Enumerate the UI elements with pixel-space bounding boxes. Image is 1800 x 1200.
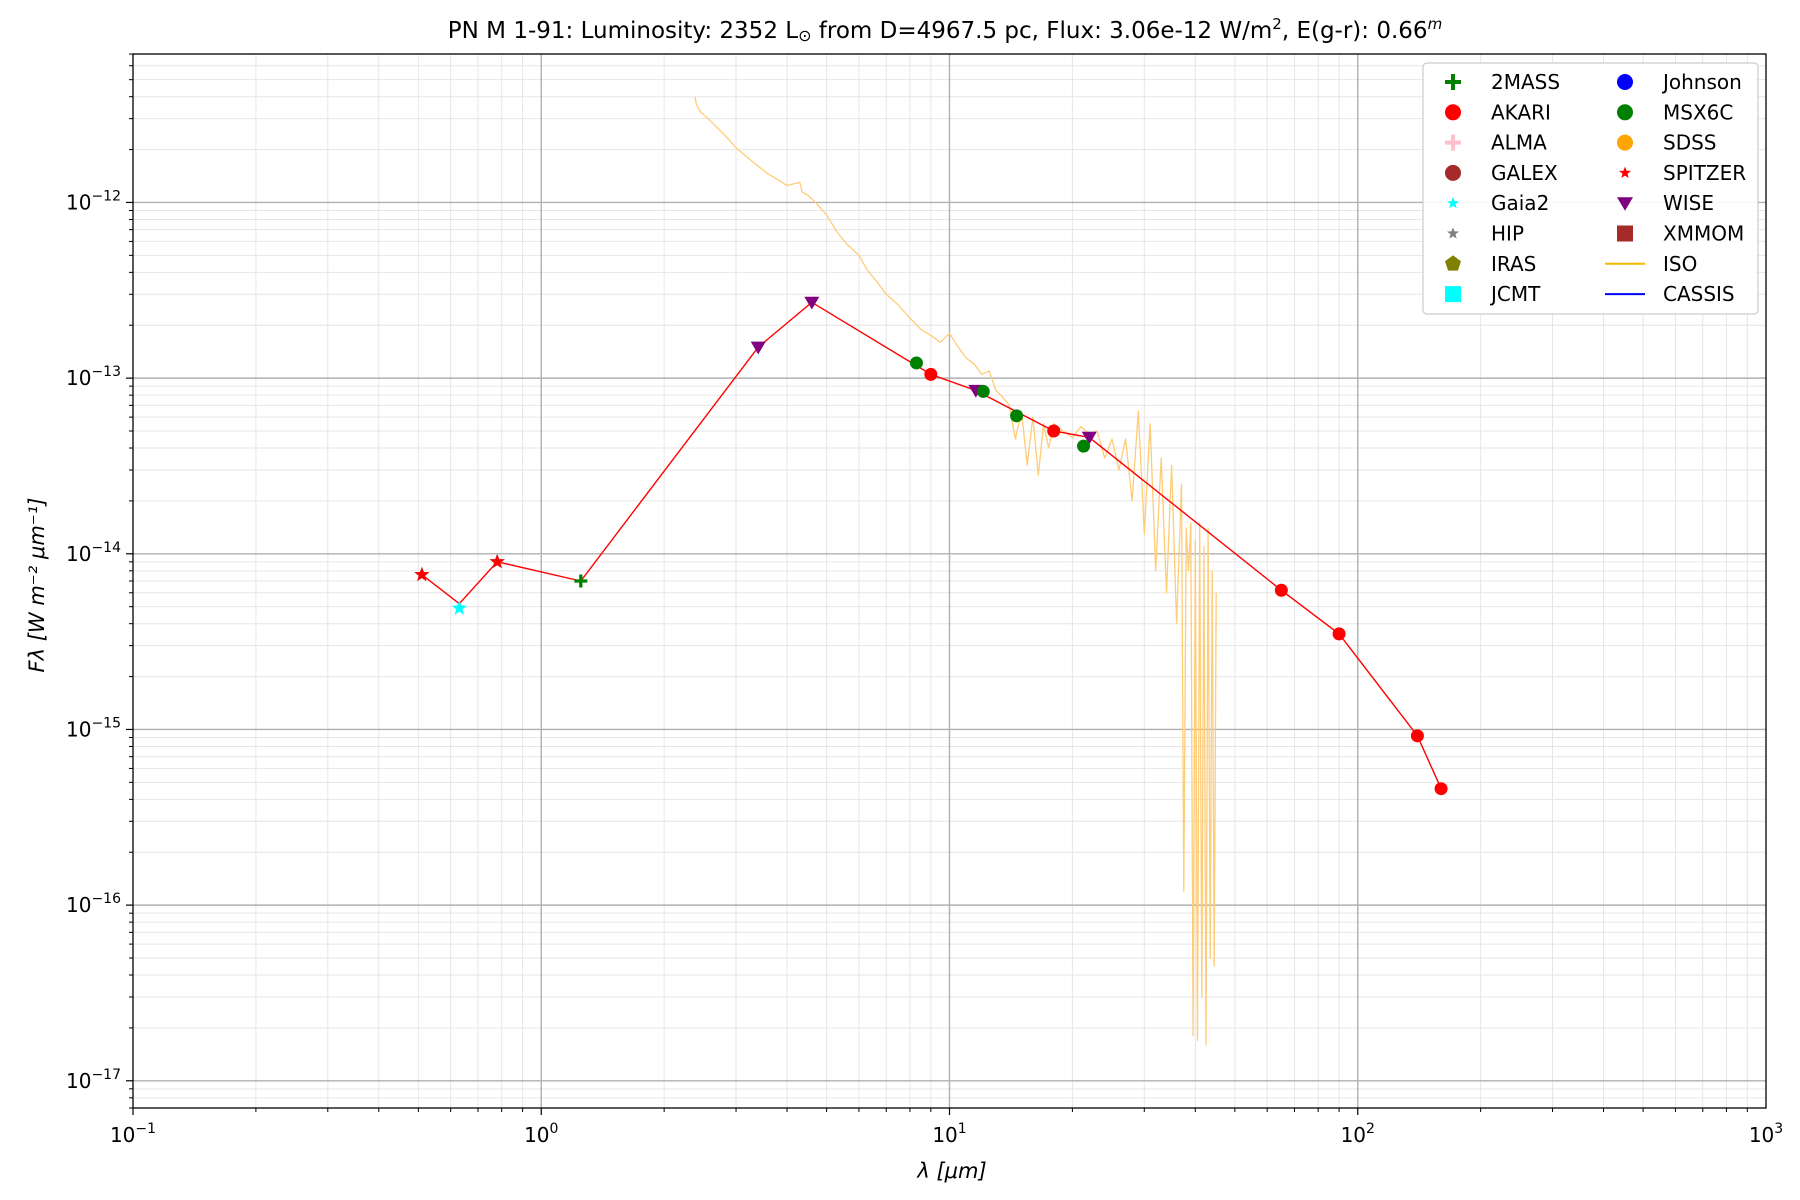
y-tick-label: 10−17 — [66, 1067, 121, 1093]
legend-label: HIP — [1491, 222, 1524, 246]
x-tick-label: 10−1 — [110, 1121, 156, 1147]
legend-label: WISE — [1663, 191, 1714, 215]
legend-label: MSX6C — [1663, 100, 1733, 124]
wise-legend-marker — [1617, 197, 1633, 211]
msx6c-point — [1010, 409, 1024, 423]
msx6c-point — [909, 356, 923, 370]
msx6c-point — [976, 384, 990, 398]
legend-items: 2MASS AKARI ALMA GALEX Gaia2 HIP IRAS JCMT Johns… — [1445, 70, 1746, 306]
akari-point — [1434, 782, 1448, 796]
legend-label: AKARI — [1491, 100, 1551, 124]
y-tick-label: 10−14 — [66, 540, 121, 566]
y-tick-labels: 10−17 10−16 10−15 10−14 10−13 10−12 — [66, 188, 121, 1092]
xmmom-legend-marker — [1617, 225, 1633, 242]
wise-point — [804, 296, 820, 310]
y-tick-label: 10−16 — [66, 891, 121, 917]
chart-title: PN M 1-91: Luminosity: 2352 L⊙ from D=49… — [448, 15, 1442, 45]
x-tick-label: 103 — [1749, 1121, 1783, 1147]
akari-point — [1332, 627, 1346, 641]
x-tick-label: 102 — [1341, 1121, 1375, 1147]
spitzer-point — [414, 566, 430, 582]
sed-line — [421, 301, 1442, 789]
legend-label: GALEX — [1491, 161, 1558, 185]
x-tick-label: 101 — [932, 1121, 966, 1147]
2mass-point — [574, 574, 588, 588]
wise-point — [750, 341, 766, 355]
legend-label: ISO — [1663, 252, 1697, 276]
legend-label: Gaia2 — [1491, 191, 1549, 215]
spitzer-legend-marker — [1619, 166, 1631, 178]
galex-legend-marker — [1445, 164, 1461, 181]
akari-point — [1410, 729, 1424, 743]
akari-point — [1274, 583, 1288, 597]
2mass-legend-marker — [1445, 74, 1461, 90]
akari-legend-marker — [1445, 104, 1461, 121]
akari-point — [1047, 424, 1061, 438]
gaia2-point — [451, 600, 467, 615]
sdss-legend-marker — [1617, 134, 1633, 151]
x-axis-label: λ [μm] — [916, 1159, 986, 1183]
legend-label: SDSS — [1663, 131, 1717, 155]
legend-label: CASSIS — [1663, 282, 1735, 306]
axis-ticks — [126, 53, 1748, 1115]
iso-spectrum-layer — [694, 96, 1217, 1046]
legend-label: IRAS — [1491, 252, 1536, 276]
y-axis-label: Fλ [W m⁻² μm⁻¹] — [25, 498, 49, 673]
gaia2-legend-marker — [1447, 196, 1459, 209]
legend-label: Johnson — [1661, 70, 1742, 94]
johnson-legend-marker — [1617, 74, 1633, 90]
jcmt-legend-marker — [1445, 286, 1461, 303]
y-tick-label: 10−13 — [66, 364, 121, 390]
legend-label: XMMOM — [1663, 222, 1744, 246]
legend-label: SPITZER — [1663, 161, 1746, 185]
y-tick-label: 10−15 — [66, 715, 121, 741]
markers-layer — [414, 296, 1448, 796]
msx6c-legend-marker — [1617, 104, 1633, 121]
iso-spectrum-line — [694, 96, 1217, 1046]
x-tick-label: 100 — [524, 1121, 558, 1147]
y-tick-label: 10−12 — [66, 188, 121, 214]
akari-point — [924, 367, 938, 381]
hip-legend-marker — [1447, 227, 1459, 239]
wise-point — [1081, 431, 1097, 445]
legend-label: 2MASS — [1491, 70, 1560, 94]
legend-box — [1422, 62, 1759, 315]
legend: 2MASS AKARI ALMA GALEX Gaia2 HIP IRAS JCMT Johns… — [1422, 62, 1759, 315]
x-tick-labels: 10−1 100 101 102 103 — [110, 1121, 1783, 1147]
spitzer-point — [489, 553, 505, 569]
iras-legend-marker — [1445, 255, 1461, 271]
sed-line-layer — [421, 301, 1442, 789]
legend-label: ALMA — [1491, 131, 1547, 155]
legend-label: JCMT — [1489, 282, 1541, 306]
msx6c-point — [1077, 439, 1091, 453]
alma-legend-marker — [1445, 134, 1461, 151]
